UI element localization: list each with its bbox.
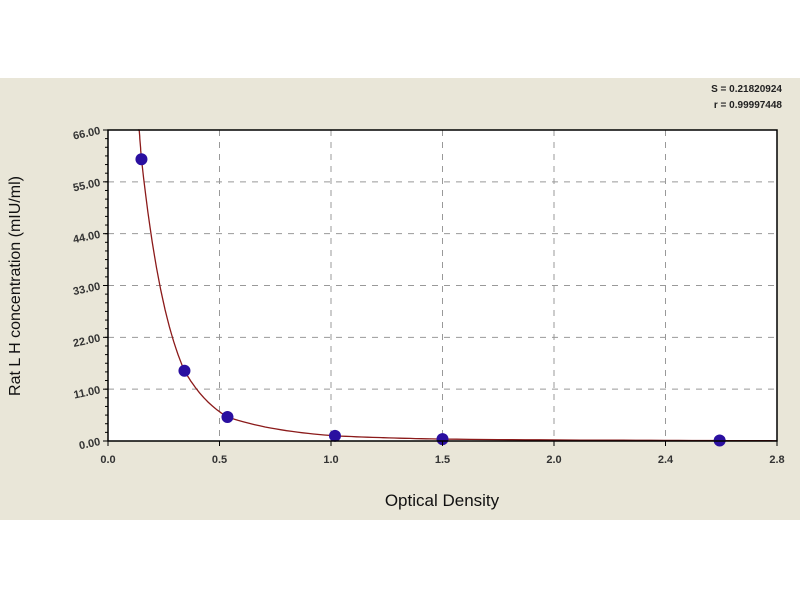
- y-tick-label: 44.00: [72, 229, 101, 246]
- stat-s: S = 0.21820924: [711, 84, 782, 95]
- stat-r: r = 0.99997448: [713, 100, 782, 111]
- y-tick-label: 66.00: [72, 125, 101, 142]
- x-axis-label: Optical Density: [385, 491, 500, 510]
- x-tick-label: 0.0: [100, 454, 115, 466]
- y-tick-label: 33.00: [72, 281, 101, 298]
- x-tick-label: 1.5: [435, 454, 450, 466]
- plot-frame: [107, 129, 778, 442]
- data-point: [436, 433, 449, 446]
- x-tick-label: 0.5: [212, 454, 227, 466]
- data-point: [178, 364, 191, 377]
- x-tick-label: 2.8: [769, 454, 784, 466]
- data-point: [328, 429, 341, 442]
- y-tick-label: 11.00: [73, 384, 102, 401]
- data-point: [221, 410, 234, 423]
- y-axis-label: Rat L H concentration (mIU/ml): [7, 176, 24, 396]
- y-tick-label: 55.00: [72, 177, 101, 194]
- y-tick-label: 0.00: [78, 436, 101, 452]
- x-tick-label: 1.0: [323, 454, 338, 466]
- data-point: [135, 153, 148, 166]
- y-tick-label: 22.00: [72, 332, 101, 349]
- x-tick-label: 2.0: [546, 454, 561, 466]
- x-tick-label: 2.4: [658, 454, 674, 466]
